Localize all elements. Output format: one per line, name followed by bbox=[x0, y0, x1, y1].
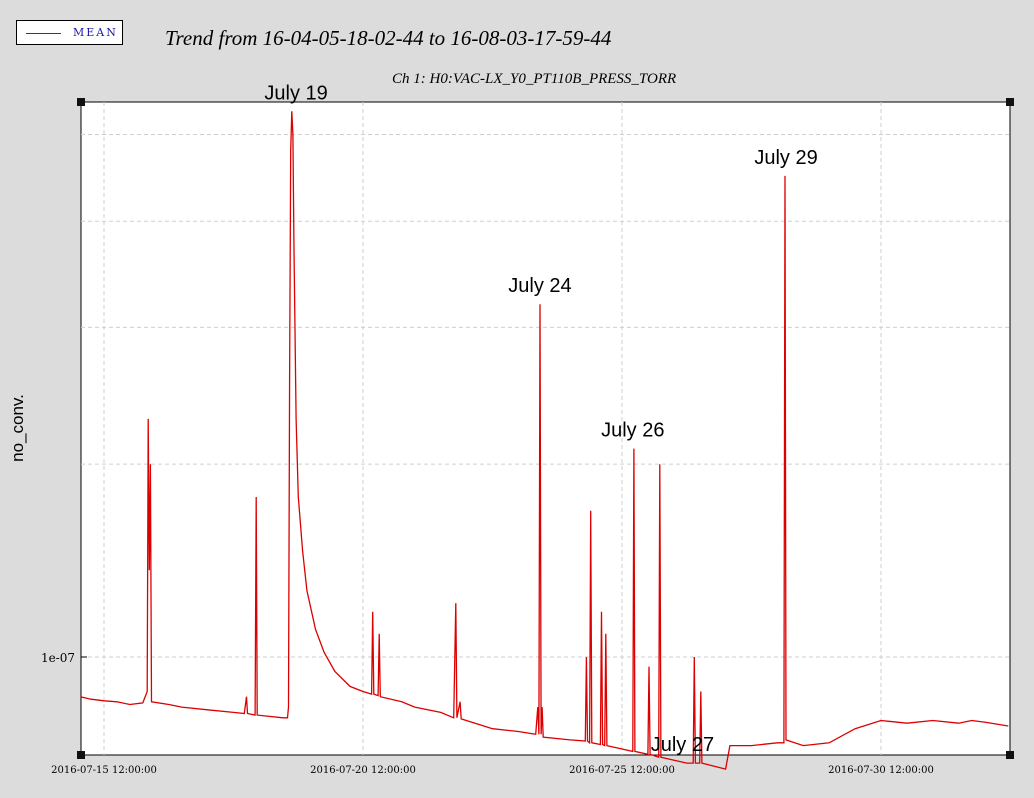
x-tick-label: 2016-07-20 12:00:00 bbox=[310, 765, 416, 776]
x-tick-label: 2016-07-30 12:00:00 bbox=[828, 765, 934, 776]
annotation-label: July 19 bbox=[264, 82, 327, 104]
x-tick-label: 2016-07-25 12:00:00 bbox=[569, 765, 675, 776]
frame-corner-marker bbox=[77, 98, 85, 106]
legend-line-swatch bbox=[26, 33, 61, 34]
chart-subtitle: Ch 1: H0:VAC-LX_Y0_PT110B_PRESS_TORR bbox=[392, 71, 677, 87]
annotation-label: July 29 bbox=[754, 147, 817, 169]
frame-corner-marker bbox=[1006, 751, 1014, 759]
frame-corner-marker bbox=[1006, 98, 1014, 106]
x-tick-label: 2016-07-15 12:00:00 bbox=[51, 765, 157, 776]
series-line-mean bbox=[80, 111, 1009, 770]
plot-frame bbox=[80, 101, 1011, 756]
legend-label: MEAN bbox=[73, 26, 118, 39]
y-tick-label: 1e-07 bbox=[41, 651, 75, 665]
annotation-label: July 27 bbox=[651, 734, 714, 756]
annotation-label: July 26 bbox=[601, 420, 664, 442]
frame-corner-marker bbox=[77, 751, 85, 759]
annotation-label: July 24 bbox=[508, 275, 571, 297]
legend: MEAN bbox=[16, 20, 123, 45]
chart-title: Trend from 16-04-05-18-02-44 to 16-08-03… bbox=[165, 26, 612, 50]
